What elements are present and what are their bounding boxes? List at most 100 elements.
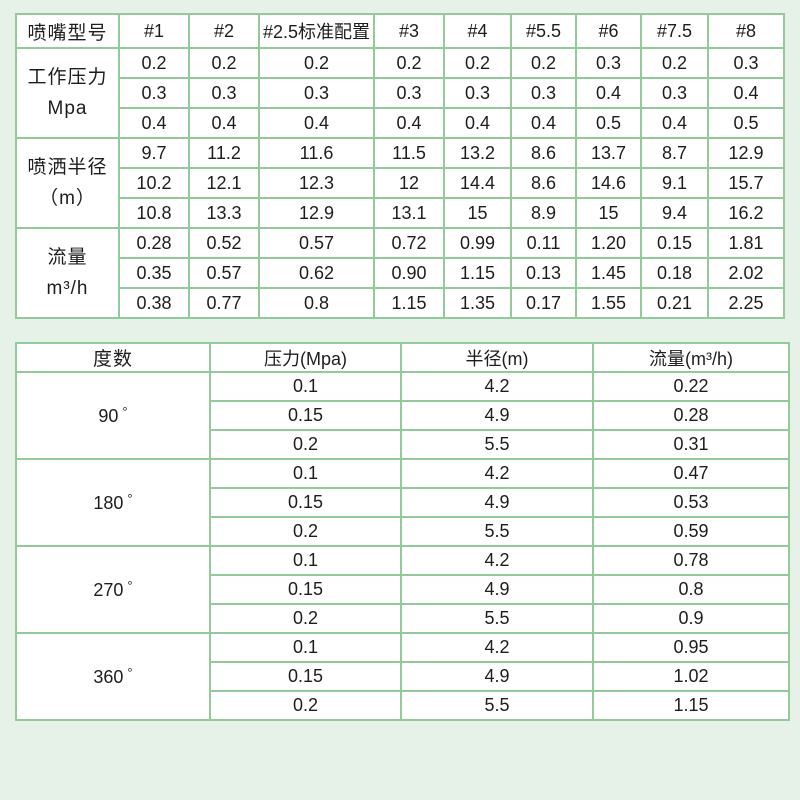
angle-group-label: 180 ° xyxy=(15,458,211,547)
table-cell: 0.78 xyxy=(592,545,790,576)
table-cell: 0.4 xyxy=(575,77,642,109)
table-cell: 0.15 xyxy=(209,487,402,518)
table-cell: 0.3 xyxy=(373,77,445,109)
row-group-label-line: m³/h xyxy=(46,278,89,299)
table-cell: 0.2 xyxy=(209,690,402,721)
row-group-label-line: 流量 xyxy=(47,246,88,268)
table-cell: 0.72 xyxy=(373,227,445,259)
angle-group-label: 90 ° xyxy=(15,371,211,460)
table-cell: 11.2 xyxy=(188,137,260,169)
table-cell: 11.5 xyxy=(373,137,445,169)
table-row: 0.2 5.5 0.59 xyxy=(16,516,790,547)
table-cell: 0.3 xyxy=(575,47,642,79)
table-cell: 0.38 xyxy=(118,287,190,319)
table-cell: 0.2 xyxy=(209,516,402,547)
table-cell: 8.6 xyxy=(510,137,577,169)
table-cell: 4.2 xyxy=(400,458,594,489)
table-cell: 0.2 xyxy=(209,603,402,634)
table-row: 喷洒半径 （m） 9.7 11.2 11.6 11.5 13.2 8.6 13.7 8.7 12.9 xyxy=(15,137,785,229)
table-row: 0.4 0.4 0.4 0.4 0.4 0.4 0.5 0.4 0.5 xyxy=(16,107,785,139)
angle-spec-table: 度数 压力(Mpa) 半径(m) 流量(m³/h) 90 ° 0.1 4.2 0.22 0.15… xyxy=(15,342,790,721)
table-cell: 0.2 xyxy=(118,47,190,79)
angle-group-label: 270 ° xyxy=(15,545,211,634)
table-cell: 0.4 xyxy=(640,107,709,139)
table-cell: 0.1 xyxy=(209,458,402,489)
table-cell: 0.4 xyxy=(188,107,260,139)
table-cell: 0.3 xyxy=(443,77,512,109)
table-cell: 0.4 xyxy=(707,77,785,109)
table-cell: 0.15 xyxy=(209,661,402,692)
nozzle-corner-header: 喷嘴型号 xyxy=(15,13,120,49)
table-row: 0.15 4.9 0.8 xyxy=(16,574,790,605)
table-cell: 0.13 xyxy=(510,257,577,289)
degree-symbol: ° xyxy=(127,578,133,593)
table-cell: 0.28 xyxy=(118,227,190,259)
table-cell: 0.18 xyxy=(640,257,709,289)
degree-symbol: ° xyxy=(127,665,133,680)
table-cell: 0.53 xyxy=(592,487,790,518)
table-cell: 1.55 xyxy=(575,287,642,319)
table-cell: 4.9 xyxy=(400,400,594,431)
table-cell: 0.2 xyxy=(640,47,709,79)
table-row: 0.2 5.5 0.9 xyxy=(16,603,790,634)
table-row: 0.38 0.77 0.8 1.15 1.35 0.17 1.55 0.21 2.25 xyxy=(16,287,785,319)
table-cell: 12.9 xyxy=(258,197,375,229)
angle-value: 360 xyxy=(93,667,124,687)
table-row: 0.3 0.3 0.3 0.3 0.3 0.3 0.4 0.3 0.4 xyxy=(16,77,785,109)
table-cell: 1.15 xyxy=(592,690,790,721)
row-group-label-line: Mpa xyxy=(47,98,88,119)
row-group-label: 工作压力 Mpa xyxy=(15,47,120,139)
table-cell: 11.6 xyxy=(258,137,375,169)
table-row: 0.2 5.5 0.31 xyxy=(16,429,790,460)
table-cell: 0.2 xyxy=(443,47,512,79)
table-cell: 12.9 xyxy=(707,137,785,169)
table-cell: 0.17 xyxy=(510,287,577,319)
nozzle-table-header-row: 喷嘴型号 #1 #2 #2.5标准配置 #3 #4 #5.5 #6 #7.5 #8 xyxy=(15,13,785,49)
table-cell: 0.47 xyxy=(592,458,790,489)
table-cell: 0.3 xyxy=(188,77,260,109)
table-row: 10.2 12.1 12.3 12 14.4 8.6 14.6 9.1 15.7 xyxy=(16,167,785,199)
row-group-label: 流量 m³/h xyxy=(15,227,120,319)
degree-symbol: ° xyxy=(122,404,128,419)
table-row: 180 ° 0.1 4.2 0.47 xyxy=(15,458,790,547)
table-cell: 0.2 xyxy=(258,47,375,79)
nozzle-model-header: #8 xyxy=(707,13,785,49)
table-cell: 10.2 xyxy=(118,167,190,199)
table-cell: 15 xyxy=(443,197,512,229)
table-cell: 2.25 xyxy=(707,287,785,319)
table-cell: 2.02 xyxy=(707,257,785,289)
table-cell: 0.52 xyxy=(188,227,260,259)
table-cell: 9.7 xyxy=(118,137,190,169)
table-cell: 13.1 xyxy=(373,197,445,229)
table-cell: 0.2 xyxy=(510,47,577,79)
table-cell: 0.15 xyxy=(209,400,402,431)
table-cell: 0.21 xyxy=(640,287,709,319)
nozzle-model-header: #2 xyxy=(188,13,260,49)
table-cell: 1.35 xyxy=(443,287,512,319)
table-cell: 0.1 xyxy=(209,632,402,663)
nozzle-model-header: #4 xyxy=(443,13,512,49)
angle-group-label: 360 ° xyxy=(15,632,211,721)
table-row: 0.15 4.9 1.02 xyxy=(16,661,790,692)
angle-column-header: 度数 xyxy=(15,342,211,373)
table-cell: 5.5 xyxy=(400,690,594,721)
table-cell: 13.7 xyxy=(575,137,642,169)
table-cell: 0.5 xyxy=(707,107,785,139)
table-cell: 8.7 xyxy=(640,137,709,169)
table-cell: 4.9 xyxy=(400,661,594,692)
table-cell: 16.2 xyxy=(707,197,785,229)
table-cell: 8.9 xyxy=(510,197,577,229)
table-cell: 5.5 xyxy=(400,429,594,460)
table-row: 流量 m³/h 0.28 0.52 0.57 0.72 0.99 0.11 1.20 0.15 1.… xyxy=(15,227,785,319)
table-cell: 0.2 xyxy=(188,47,260,79)
table-row: 0.15 4.9 0.53 xyxy=(16,487,790,518)
table-cell: 9.4 xyxy=(640,197,709,229)
table-cell: 15 xyxy=(575,197,642,229)
table-cell: 0.62 xyxy=(258,257,375,289)
nozzle-model-header: #2.5标准配置 xyxy=(258,13,375,49)
table-cell: 4.2 xyxy=(400,545,594,576)
table-cell: 0.5 xyxy=(575,107,642,139)
table-cell: 0.3 xyxy=(707,47,785,79)
table-cell: 0.28 xyxy=(592,400,790,431)
table-cell: 0.4 xyxy=(443,107,512,139)
